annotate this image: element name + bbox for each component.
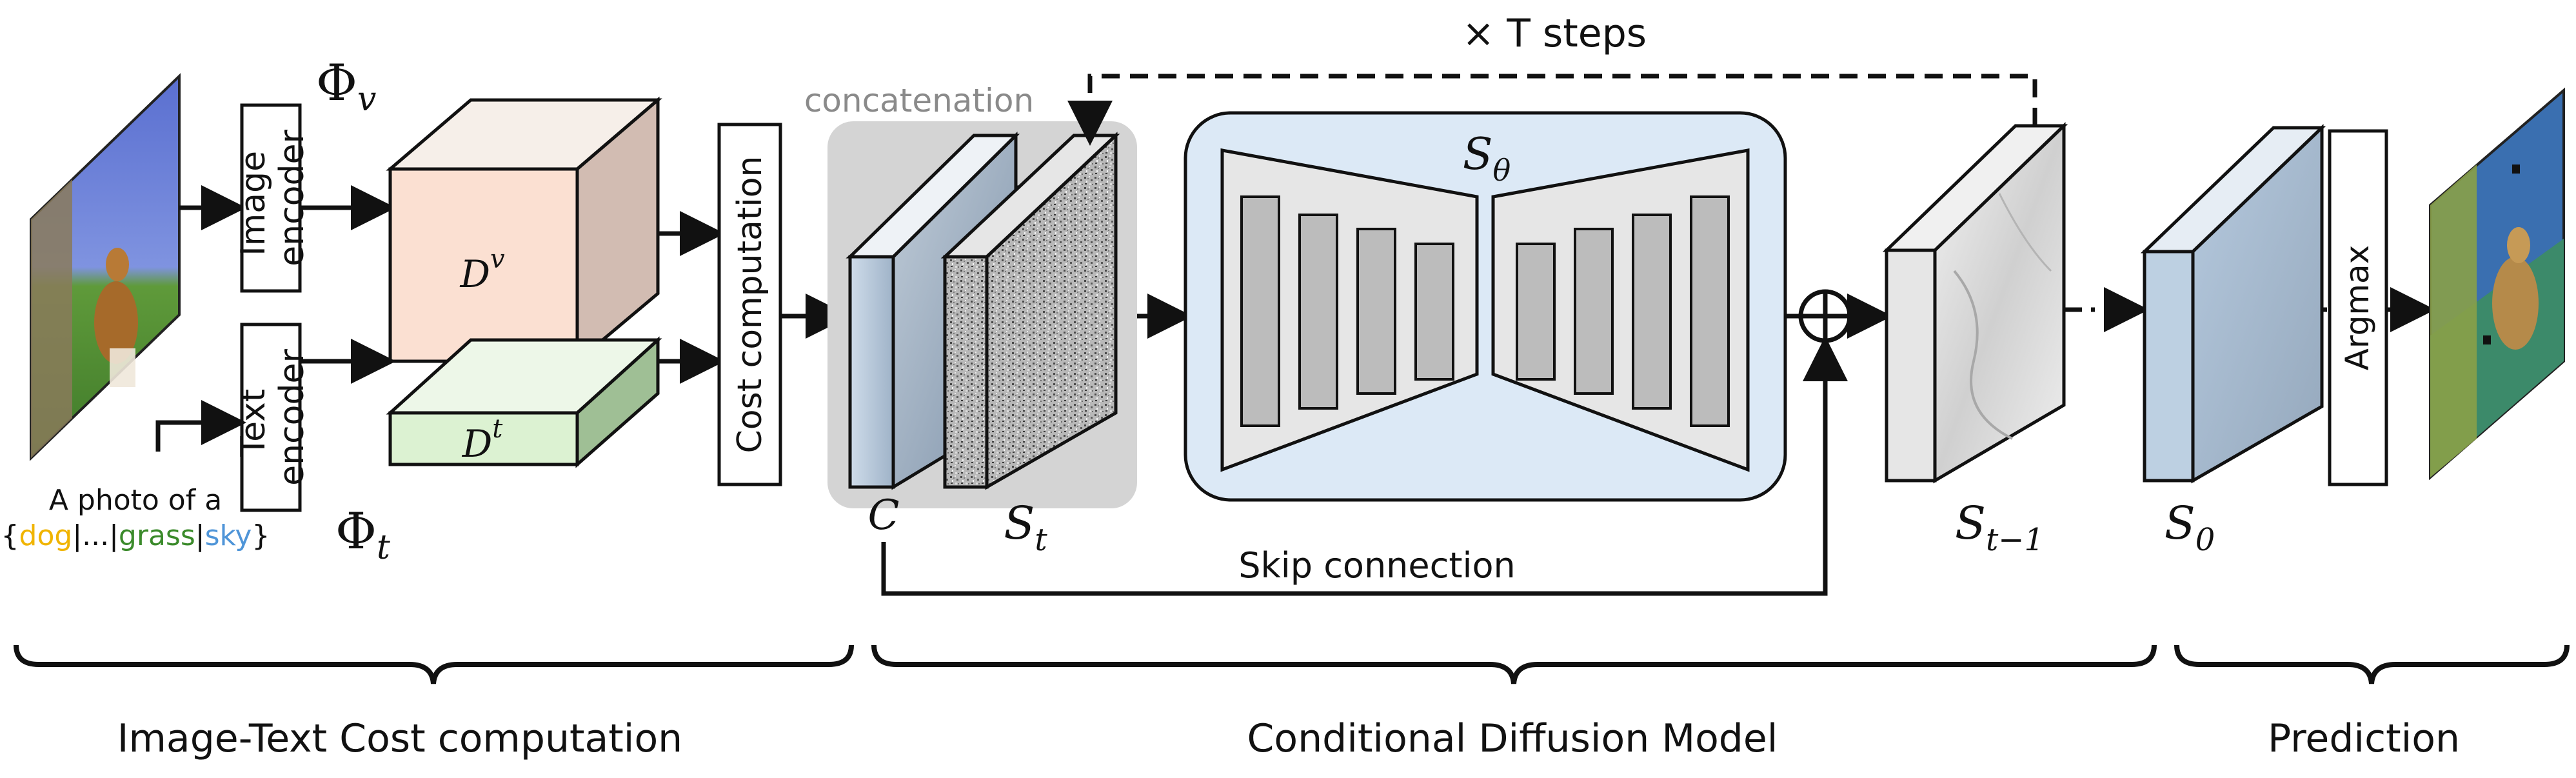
text-encoder: Text encoder — [234, 323, 312, 512]
s0-slab — [2140, 124, 2326, 484]
unet-decoder-block-2 — [1574, 228, 1614, 395]
unet-s-theta: Sθ — [1184, 111, 1787, 502]
svg-text:Dv: Dv — [459, 244, 505, 296]
prompt-line2: {dog|...|grass|sky} — [1, 519, 270, 552]
sum-operator — [1798, 289, 1852, 343]
arrow-prompt-to-encoder — [155, 400, 246, 452]
skip-connection-line — [881, 336, 1848, 596]
dt-slab: Dt — [386, 336, 662, 468]
svg-text:Image encoder: Image encoder — [234, 130, 312, 266]
brace-left — [14, 644, 854, 684]
argmax-box: Argmax — [2328, 129, 2388, 486]
prompt-line1: A photo of a — [49, 484, 222, 517]
phi-t-label: Φt — [335, 503, 390, 567]
skip-connection-label: Skip connection — [1238, 545, 1516, 586]
unet-encoder-block-3 — [1356, 228, 1396, 395]
unet-encoder-block-4 — [1414, 243, 1454, 381]
st1-slab — [1882, 122, 2068, 484]
section-label-prediction: Prediction — [2268, 716, 2460, 761]
unet-encoder-block-2 — [1298, 214, 1338, 410]
phi-v-label: Φv — [316, 54, 376, 119]
unet-encoder-block-1 — [1240, 195, 1280, 427]
s-theta-label: Sθ — [1463, 129, 1511, 188]
svg-text:Cost computation: Cost computation — [731, 155, 769, 453]
times-t-steps-label: × T steps — [1462, 11, 1647, 56]
input-image — [30, 73, 181, 461]
c-label: C — [868, 492, 900, 539]
text-encoder-line2: encoder — [273, 349, 312, 486]
image-encoder: Image encoder — [234, 103, 312, 293]
svg-text:Dt: Dt — [462, 414, 504, 466]
feedback-loop-dashed — [1067, 74, 2037, 146]
s0-label: S0 — [2165, 497, 2215, 558]
cost-computation-box: Cost computation — [717, 123, 782, 486]
concatenation-label: concatenation — [804, 82, 1034, 119]
st-slab — [940, 132, 1120, 490]
section-label-diffusion: Conditional Diffusion Model — [1247, 716, 1778, 761]
st-label: St — [1004, 497, 1047, 558]
section-label-cost: Image-Text Cost computation — [117, 716, 682, 761]
brace-middle — [871, 644, 2157, 684]
unet-decoder-block-3 — [1632, 214, 1672, 410]
output-segmentation — [2429, 87, 2565, 481]
image-encoder-line1: Image — [234, 151, 273, 256]
brace-right — [2174, 644, 2570, 684]
dv-cube: Dv — [386, 96, 662, 365]
svg-text:Argmax: Argmax — [2339, 245, 2376, 371]
text-encoder-line1: Text — [234, 389, 273, 457]
unet-decoder-block-4 — [1690, 195, 1730, 427]
image-encoder-line2: encoder — [273, 130, 312, 266]
unet-decoder-block-1 — [1516, 243, 1556, 381]
st1-label: St−1 — [1955, 497, 2044, 558]
